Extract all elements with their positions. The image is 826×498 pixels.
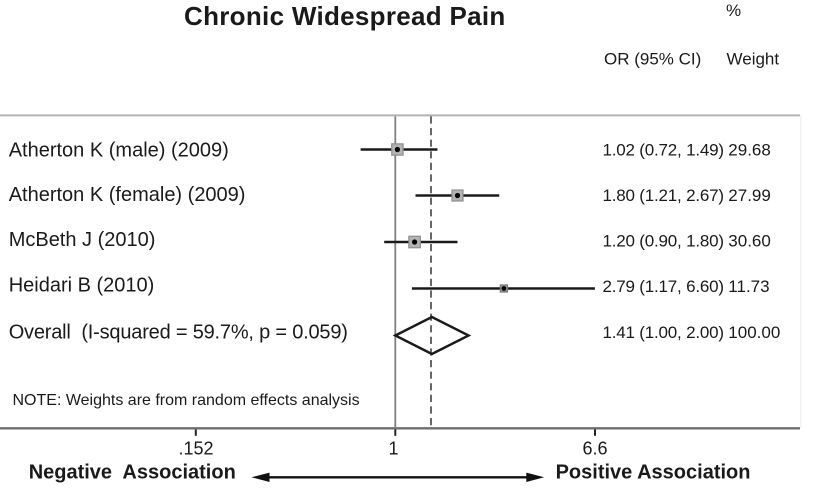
svg-text:Heidari B (2010): Heidari B (2010) [9,275,155,297]
svg-text:1.41 (1.00, 2.00): 1.41 (1.00, 2.00) [603,323,724,342]
svg-text:%: % [726,1,741,20]
svg-text:Positive Association: Positive Association [556,462,751,484]
svg-text:2.79 (1.17, 6.60): 2.79 (1.17, 6.60) [603,277,724,296]
svg-text:Atherton K (female) (2009): Atherton K (female) (2009) [9,184,246,206]
svg-text:6.6: 6.6 [583,439,608,459]
svg-text:.152: .152 [179,439,214,459]
svg-text:McBeth J (2010): McBeth J (2010) [9,229,156,251]
svg-text:Weight: Weight [727,50,780,69]
svg-text:29.68: 29.68 [728,140,771,159]
svg-text:30.60: 30.60 [728,232,771,251]
svg-text:Atherton K (male) (2009): Atherton K (male) (2009) [9,139,229,161]
svg-text:Negative Association: Negative Association [29,462,236,484]
svg-text:1.20 (0.90, 1.80): 1.20 (0.90, 1.80) [603,232,724,251]
svg-text:1.80 (1.21, 2.67): 1.80 (1.21, 2.67) [603,186,724,205]
svg-text:Chronic Widespread Pain: Chronic Widespread Pain [184,1,506,31]
svg-text:11.73: 11.73 [728,277,769,296]
svg-text:27.99: 27.99 [728,186,771,205]
svg-text:Overall (I-squared = 59.7%, p: Overall (I-squared = 59.7%, p = 0.059) [9,322,348,344]
svg-text:OR (95% CI): OR (95% CI) [604,50,701,69]
svg-text:NOTE: Weights are from random: NOTE: Weights are from random effects an… [13,392,360,409]
svg-text:1.02 (0.72, 1.49): 1.02 (0.72, 1.49) [603,140,724,159]
svg-text:1: 1 [389,439,399,459]
svg-text:100.00: 100.00 [728,323,780,342]
